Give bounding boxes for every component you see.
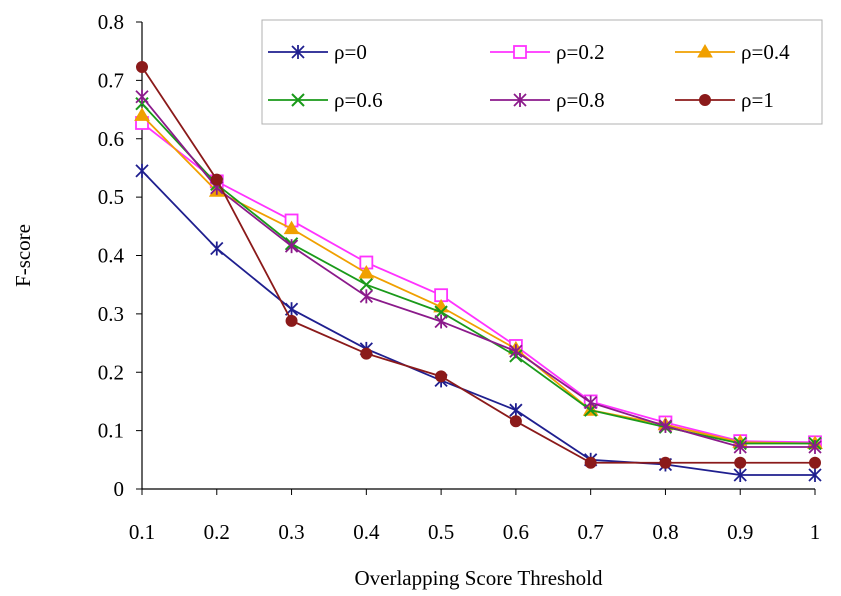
legend-box [261, 19, 823, 125]
data-point [809, 456, 821, 469]
legend-item: ρ=0.8 [490, 88, 605, 112]
data-point [285, 314, 298, 327]
series-layer [134, 60, 823, 482]
y-tick-label: 0.7 [98, 68, 124, 92]
data-point [359, 277, 374, 292]
data-point [808, 467, 822, 482]
legend-marker [513, 45, 527, 59]
series-line [141, 114, 816, 445]
data-point [734, 456, 747, 469]
legend-marker [513, 93, 527, 107]
legend-item: ρ=0.6 [268, 88, 383, 112]
x-tick-label: 0.9 [727, 520, 753, 544]
data-point [584, 456, 597, 469]
data-point [733, 467, 747, 482]
legend-item: ρ=0 [268, 40, 367, 64]
y-tick-label: 0 [114, 477, 125, 501]
data-point [358, 265, 375, 279]
x-tick-label: 0.1 [129, 520, 155, 544]
x-tick-label: 0.2 [204, 520, 230, 544]
y-tick-label: 0.8 [98, 10, 124, 34]
data-point [136, 60, 148, 73]
data-point [434, 305, 448, 319]
y-tick-label: 0.2 [98, 360, 124, 384]
data-point [135, 163, 149, 178]
x-tick-label: 0.7 [578, 520, 604, 544]
legend-item: ρ=0.4 [675, 40, 790, 64]
data-point [733, 439, 747, 454]
series-line [141, 96, 815, 448]
legend-marker [699, 94, 711, 106]
legend-label: ρ=1 [741, 88, 774, 112]
legend-marker [291, 45, 305, 59]
series-line [141, 66, 815, 464]
legend-label: ρ=0.8 [556, 88, 605, 112]
series-5 [136, 60, 821, 469]
series-line [141, 103, 815, 445]
data-point [659, 456, 672, 469]
data-point [584, 395, 598, 410]
y-tick-label: 0.1 [98, 419, 124, 443]
x-tick-label: 0.4 [353, 520, 380, 544]
data-point [284, 239, 299, 254]
legend-marker [697, 44, 713, 58]
x-axis-title: Overlapping Score Threshold [354, 566, 603, 590]
data-point [359, 289, 373, 304]
data-point [210, 241, 224, 256]
data-point [434, 314, 448, 329]
x-axis-ticks: 0.1 0.2 0.3 0.4 0.5 0.6 0.7 0.8 0.9 1 [129, 489, 820, 544]
legend-label: ρ=0.4 [741, 40, 790, 64]
data-point [283, 220, 300, 235]
series-4 [135, 89, 822, 454]
y-axis-ticks: 0 0.1 0.2 0.3 0.4 0.5 0.6 0.7 0.8 [98, 10, 142, 501]
x-tick-label: 1 [810, 520, 821, 544]
y-tick-label: 0.3 [98, 302, 124, 326]
legend-label: ρ=0 [334, 40, 367, 64]
legend-label: ρ=0.2 [556, 40, 605, 64]
data-point [360, 347, 373, 360]
series-2 [134, 107, 823, 449]
data-point [509, 344, 523, 359]
y-tick-label: 0.5 [98, 185, 124, 209]
data-point [135, 89, 149, 104]
series-line [141, 170, 815, 476]
data-point [658, 418, 673, 433]
legend-item: ρ=0.2 [490, 40, 605, 64]
y-axis-title: F-score [11, 224, 35, 287]
data-point [134, 107, 150, 121]
data-point [509, 415, 522, 428]
x-tick-label: 0.3 [278, 520, 304, 544]
series-line [141, 122, 816, 444]
legend-label: ρ=0.6 [334, 88, 383, 112]
series-3 [135, 97, 822, 451]
legend-marker [291, 93, 305, 107]
x-tick-label: 0.6 [503, 520, 529, 544]
legend: ρ=0 ρ=0.2 ρ=0.4 ρ=0.6 ρ=0.8 ρ=1 [261, 19, 823, 125]
legend-item: ρ=1 [675, 88, 774, 112]
x-tick-label: 0.8 [652, 520, 678, 544]
data-point [435, 370, 448, 383]
data-point [808, 439, 822, 454]
y-tick-label: 0.4 [98, 244, 125, 268]
x-tick-label: 0.5 [428, 520, 454, 544]
data-point [210, 173, 223, 186]
data-point [509, 403, 523, 418]
series-0 [135, 163, 822, 482]
y-tick-label: 0.6 [98, 127, 124, 151]
